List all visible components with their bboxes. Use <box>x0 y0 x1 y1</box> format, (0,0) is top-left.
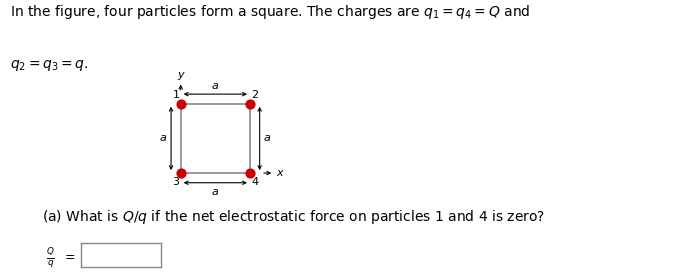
Text: (a) What is $Q/q$ if the net electrostatic force on particles 1 and 4 is zero?: (a) What is $Q/q$ if the net electrostat… <box>42 208 545 226</box>
Text: a: a <box>160 133 167 144</box>
Text: y: y <box>177 70 184 80</box>
Point <box>175 102 186 106</box>
Text: a: a <box>212 81 219 91</box>
Text: 2: 2 <box>251 90 258 100</box>
Point <box>175 171 186 175</box>
Text: $q_2 = q_3 = q$.: $q_2 = q_3 = q$. <box>10 58 89 73</box>
Text: In the figure, four particles form a square. The charges are $q_1 = q_4 = Q$ and: In the figure, four particles form a squ… <box>10 3 531 21</box>
Text: =: = <box>65 251 76 264</box>
Text: a: a <box>264 133 271 144</box>
Text: $\frac{Q}{q}$: $\frac{Q}{q}$ <box>46 247 55 270</box>
Text: x: x <box>276 168 283 178</box>
Point <box>244 171 256 175</box>
Text: 4: 4 <box>251 176 258 187</box>
Point <box>244 102 256 106</box>
Text: 1: 1 <box>172 90 179 100</box>
Text: a: a <box>212 187 219 197</box>
Text: 3: 3 <box>172 176 179 187</box>
